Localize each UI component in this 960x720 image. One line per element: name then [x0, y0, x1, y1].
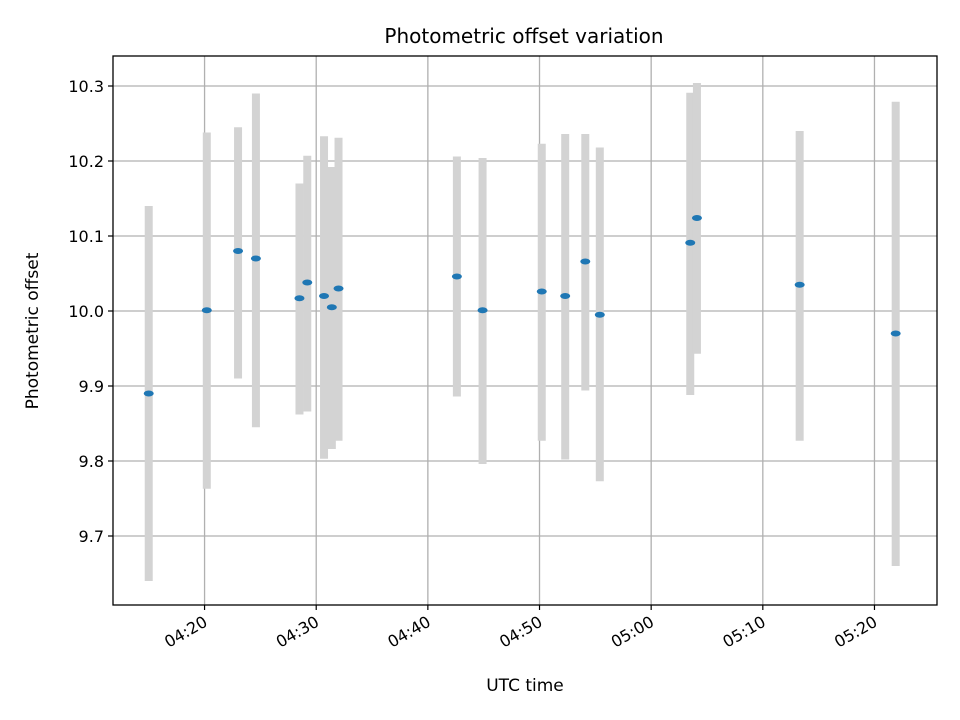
x-axis-label: UTC time: [486, 676, 564, 696]
data-point: [794, 281, 805, 288]
data-point: [685, 239, 696, 246]
y-axis-label: Photometric offset: [23, 252, 43, 409]
y-tick-label: 9.8: [79, 452, 104, 471]
data-point: [536, 288, 547, 295]
data-point: [250, 255, 261, 262]
data-point: [333, 285, 344, 292]
y-tick-label: 10.1: [68, 227, 104, 246]
data-point: [294, 295, 305, 302]
y-tick-label: 10.3: [68, 77, 104, 96]
y-tick-label: 10.2: [68, 152, 104, 171]
data-point: [477, 307, 488, 314]
data-points: [143, 215, 901, 397]
data-point: [890, 330, 901, 337]
data-point: [580, 258, 591, 265]
data-point: [326, 304, 337, 311]
y-tick-label: 10.0: [68, 302, 104, 321]
data-point: [594, 311, 605, 318]
y-axis: 9.7 9.8 9.9 10.0 10.1 10.2 10.3: [68, 77, 113, 546]
data-point: [143, 390, 154, 397]
data-point: [691, 215, 702, 221]
data-point: [560, 293, 571, 299]
data-point: [319, 293, 330, 299]
data-point: [302, 279, 313, 286]
y-tick-label: 9.9: [79, 377, 104, 396]
y-tick-label: 9.7: [79, 527, 104, 546]
chart-title: Photometric offset variation: [384, 24, 663, 48]
data-point: [233, 248, 244, 254]
plot-frame: [112, 55, 938, 606]
data-point: [451, 273, 462, 280]
data-point: [201, 307, 212, 314]
